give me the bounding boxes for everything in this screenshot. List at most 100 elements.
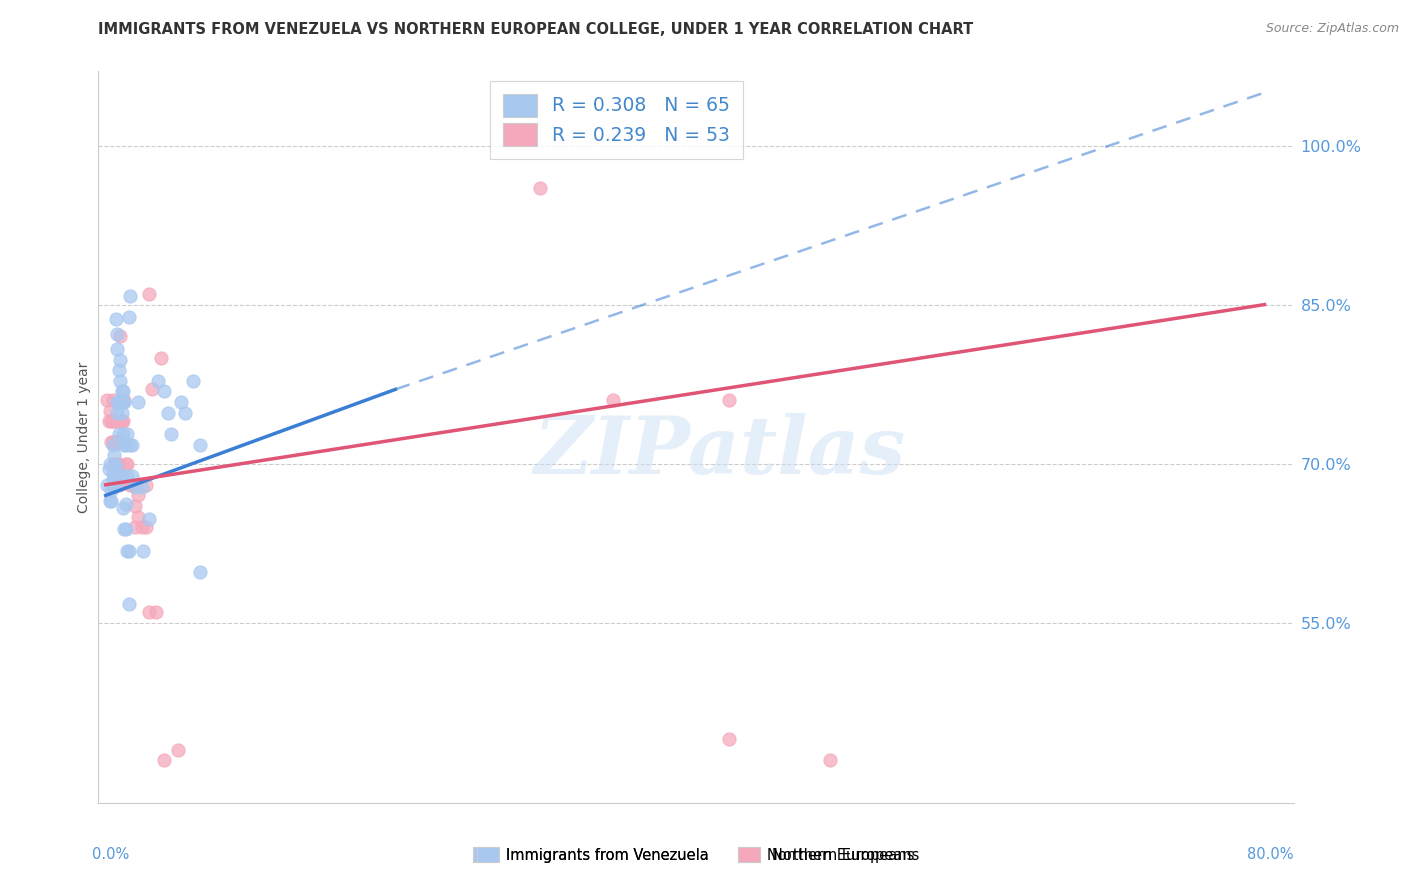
Point bbox=[124, 480, 146, 494]
Text: IMMIGRANTS FROM VENEZUELA VS NORTHERN EUROPEAN COLLEGE, UNDER 1 YEAR CORRELATION: IMMIGRANTS FROM VENEZUELA VS NORTHERN EU… bbox=[98, 22, 974, 37]
Point bbox=[602, 392, 624, 407]
Point bbox=[114, 395, 136, 409]
Point bbox=[101, 473, 124, 487]
Point bbox=[107, 363, 129, 377]
Point bbox=[115, 522, 138, 536]
Point bbox=[127, 395, 149, 409]
Point bbox=[117, 543, 139, 558]
Point bbox=[127, 488, 149, 502]
Point bbox=[100, 493, 122, 508]
Point bbox=[108, 435, 131, 450]
Point bbox=[103, 457, 125, 471]
Point bbox=[98, 403, 121, 417]
Point bbox=[118, 543, 141, 558]
Point bbox=[101, 392, 124, 407]
Point bbox=[167, 743, 190, 757]
Point bbox=[103, 414, 125, 428]
Point bbox=[105, 477, 128, 491]
Point bbox=[96, 477, 118, 491]
Point bbox=[97, 414, 120, 428]
Point bbox=[135, 477, 157, 491]
Point bbox=[104, 475, 127, 490]
Point bbox=[107, 477, 129, 491]
Point bbox=[170, 395, 193, 409]
Point bbox=[160, 426, 183, 441]
Point bbox=[181, 374, 204, 388]
Point bbox=[104, 469, 127, 483]
Point bbox=[107, 435, 129, 450]
Point bbox=[110, 406, 132, 420]
Point bbox=[105, 395, 128, 409]
Point bbox=[138, 605, 160, 619]
Point bbox=[103, 480, 125, 494]
Point bbox=[107, 395, 129, 409]
Point bbox=[103, 457, 125, 471]
Point bbox=[104, 414, 127, 428]
Point bbox=[141, 383, 163, 397]
Point bbox=[124, 499, 146, 513]
Point bbox=[152, 384, 174, 399]
Point bbox=[121, 469, 143, 483]
Point bbox=[97, 462, 120, 476]
Point bbox=[818, 753, 841, 767]
Point bbox=[108, 329, 131, 343]
Point bbox=[104, 435, 127, 450]
Point bbox=[104, 312, 127, 326]
Point bbox=[108, 469, 131, 483]
Point bbox=[132, 543, 155, 558]
Point bbox=[110, 414, 132, 428]
Point bbox=[110, 384, 132, 399]
Point bbox=[112, 501, 135, 516]
Point bbox=[101, 435, 124, 450]
Point bbox=[118, 597, 141, 611]
Point bbox=[103, 435, 125, 450]
Point bbox=[108, 395, 131, 409]
Point bbox=[131, 520, 153, 534]
Text: 0.0%: 0.0% bbox=[93, 847, 129, 862]
Point bbox=[114, 437, 136, 451]
Point bbox=[174, 406, 197, 420]
Point bbox=[108, 414, 131, 428]
Point bbox=[107, 457, 129, 471]
Text: Source: ZipAtlas.com: Source: ZipAtlas.com bbox=[1265, 22, 1399, 36]
Point bbox=[103, 458, 125, 473]
Point bbox=[96, 392, 118, 407]
Point bbox=[101, 437, 124, 451]
Point bbox=[107, 426, 129, 441]
Point bbox=[98, 493, 121, 508]
Point bbox=[104, 458, 127, 473]
Point bbox=[117, 469, 139, 483]
Point bbox=[145, 605, 167, 619]
Point bbox=[188, 565, 211, 579]
Point bbox=[121, 477, 143, 491]
Point bbox=[135, 520, 157, 534]
Point bbox=[188, 437, 211, 451]
Text: 80.0%: 80.0% bbox=[1247, 847, 1294, 862]
Point bbox=[104, 457, 127, 471]
Point bbox=[105, 342, 128, 356]
Point bbox=[120, 437, 142, 451]
Point bbox=[120, 477, 142, 491]
Point bbox=[146, 374, 169, 388]
Point bbox=[156, 406, 179, 420]
Point bbox=[110, 395, 132, 409]
Point bbox=[110, 392, 132, 407]
Point bbox=[101, 467, 124, 482]
Point bbox=[105, 435, 128, 450]
Point bbox=[100, 483, 122, 497]
Point bbox=[110, 469, 132, 483]
Point bbox=[105, 327, 128, 342]
Point bbox=[112, 384, 135, 399]
Point bbox=[529, 181, 551, 195]
Point bbox=[108, 352, 131, 367]
Point bbox=[112, 435, 135, 450]
Point bbox=[114, 522, 136, 536]
Point bbox=[152, 753, 174, 767]
Point bbox=[118, 310, 141, 325]
Point bbox=[138, 512, 160, 526]
Point bbox=[100, 435, 122, 450]
Point bbox=[124, 520, 146, 534]
Point bbox=[101, 414, 124, 428]
Point bbox=[100, 414, 122, 428]
Point bbox=[149, 351, 172, 365]
